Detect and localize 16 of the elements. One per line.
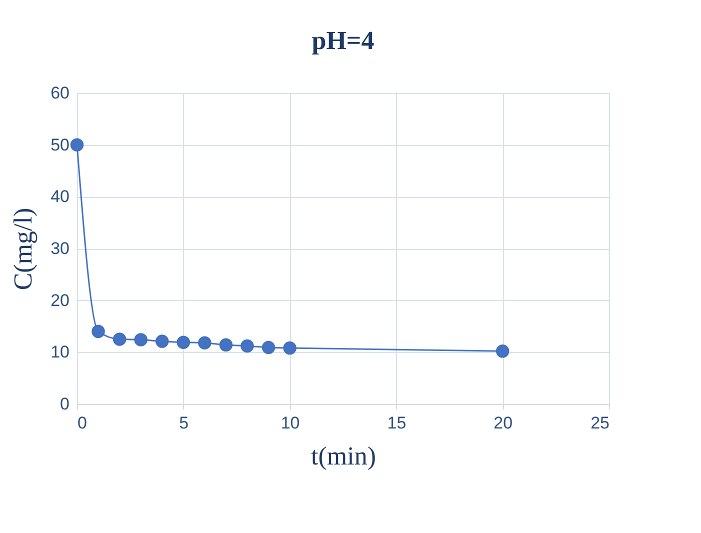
y-tick-label: 30 xyxy=(50,239,70,258)
y-tick-label: 40 xyxy=(50,187,70,206)
x-axis-title: t(min) xyxy=(311,442,376,470)
x-tick-label: 0 xyxy=(78,414,87,432)
x-tick-label: 15 xyxy=(387,414,406,432)
x-tick-label: 25 xyxy=(590,414,610,432)
y-axis-title: C(mg/l) xyxy=(8,208,38,290)
y-tick-label: 10 xyxy=(50,342,70,362)
x-tick-label: 10 xyxy=(280,414,300,432)
y-tick-label: 0 xyxy=(60,394,70,414)
x-tick-label: 20 xyxy=(494,414,513,432)
chart-title: pH=4 xyxy=(312,26,374,55)
x-tick-label: 5 xyxy=(179,414,189,432)
y-tick-label: 20 xyxy=(50,290,70,310)
y-tick-label: 50 xyxy=(50,135,70,154)
y-tick-label: 60 xyxy=(50,84,70,102)
